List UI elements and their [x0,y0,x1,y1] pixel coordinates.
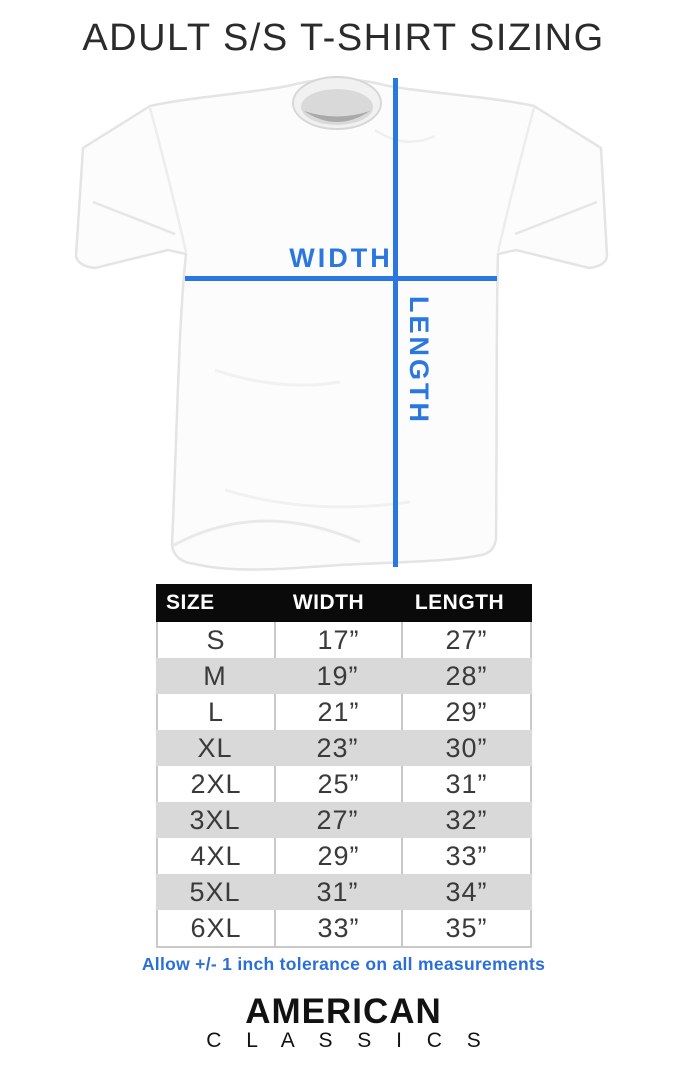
size-table: SIZE WIDTH LENGTH S 17” 27” M 19” 28” L 21” 29” X… [156,584,532,948]
left-sleeve-seam [148,107,188,253]
table-cell: 4XL [156,838,274,874]
table-cell: 35” [401,910,532,946]
table-cell: S [156,622,274,658]
wrinkle-line [224,488,411,509]
table-row: L 21” 29” [156,694,532,730]
table-cell: M [203,660,227,691]
header-width: WIDTH [292,591,365,614]
header-length: LENGTH [414,591,505,614]
table-cell: 27” [401,622,532,658]
logo-american: AMERICAN [245,992,442,1031]
width-measure-line [185,276,497,281]
table-cell: 32” [445,804,488,835]
hem-fold-line [171,519,361,548]
table-cell: XL [197,732,233,763]
left-cuff-seam [92,200,176,236]
table-cell: 29” [274,838,401,874]
length-label: LENGTH [404,296,434,425]
table-cell: 25” [274,766,401,802]
table-cell: 6XL [156,910,274,946]
table-cell: L [156,694,274,730]
length-measure-line [393,78,398,567]
width-label: WIDTH [289,243,393,273]
table-row: 2XL 25” 31” [156,766,532,802]
table-cell: 29” [401,694,532,730]
table-cell: 33” [401,838,532,874]
table-row: M 19” 28” [156,658,532,694]
right-cuff-seam [514,200,598,236]
tolerance-note: Allow +/- 1 inch tolerance on all measur… [141,954,546,974]
size-table-body: S 17” 27” M 19” 28” L 21” 29” XL 23” 30” 2XL 25” 31” 3X… [156,622,532,948]
logo-classics: C L A S S I C S [206,1029,491,1052]
table-row: XL 23” 30” [156,730,532,766]
collar-shadow [304,111,370,122]
table-cell: 21” [274,694,401,730]
right-sleeve-seam [496,107,536,253]
tshirt-outline [74,77,609,571]
table-cell: 2XL [156,766,274,802]
table-cell: 34” [445,876,488,907]
table-cell: 23” [316,732,359,763]
table-row: 3XL 27” 32” [156,802,532,838]
table-cell: 5XL [189,876,241,907]
header-size: SIZE [166,591,215,614]
table-row: 4XL 29” 33” [156,838,532,874]
table-cell: 33” [274,910,401,946]
table-cell: 19” [316,660,359,691]
table-cell: 17” [274,622,401,658]
table-cell: 28” [445,660,488,691]
brand-logo: AMERICAN C L A S S I C S [0,993,687,1052]
table-header-row: SIZE WIDTH LENGTH [156,584,532,622]
wrinkle-line [214,368,341,387]
table-row: S 17” 27” [156,622,532,658]
table-cell: 31” [401,766,532,802]
table-cell: 3XL [189,804,241,835]
tshirt-diagram [74,70,615,577]
table-cell: 27” [316,804,359,835]
tshirt-graphic [74,76,609,571]
table-cell: 30” [445,732,488,763]
table-cell: 31” [316,876,359,907]
table-row: 6XL 33” 35” [156,910,532,948]
table-row: 5XL 31” 34” [156,874,532,910]
shoulder-wrinkle-line [374,128,436,143]
page-title: ADULT S/S T-SHIRT SIZING [82,17,605,59]
